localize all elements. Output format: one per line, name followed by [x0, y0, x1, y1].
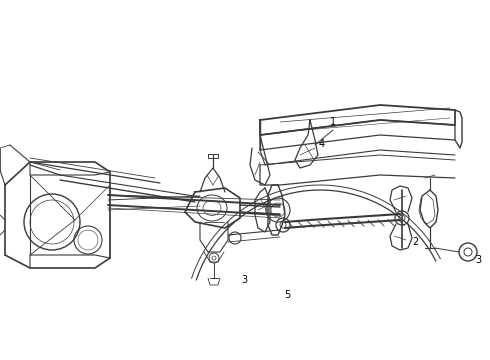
Text: 4: 4: [319, 139, 325, 149]
Text: 1: 1: [330, 117, 336, 127]
Text: 3: 3: [475, 255, 481, 265]
Text: 2: 2: [412, 237, 418, 247]
Text: 5: 5: [284, 290, 290, 300]
Text: 3: 3: [241, 275, 247, 285]
